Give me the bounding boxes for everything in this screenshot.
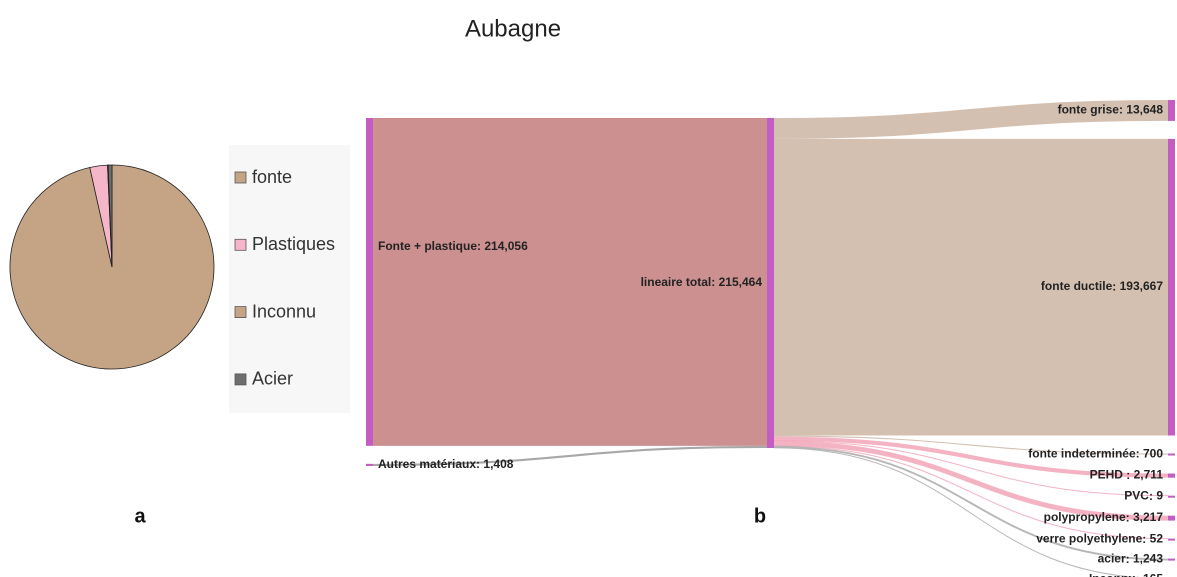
node-name: verre polyethylene (1036, 532, 1142, 546)
sankey-link (773, 99, 1169, 139)
node-name: fonte indeterminée (1028, 447, 1136, 461)
legend-swatch (234, 306, 247, 319)
sankey-link (773, 445, 1169, 561)
legend-swatch (234, 238, 247, 251)
sankey-node (366, 463, 373, 466)
node-name: fonte ductile (1041, 279, 1113, 293)
sankey-link (773, 445, 1169, 540)
sankey-link (773, 435, 1169, 455)
node-name: acier (1098, 552, 1126, 566)
legend-label: fonte (252, 167, 292, 187)
node-label: acier: 1,243 (1098, 552, 1164, 566)
sankey-link (773, 436, 1169, 478)
node-name: Autres matériaux (378, 457, 476, 471)
sankey-node (366, 118, 373, 446)
node-name: Fonte + plastique (378, 239, 477, 253)
node-name: polypropylene (1044, 510, 1126, 524)
chart-title: Aubagne (465, 15, 561, 42)
node-value: 13,648 (1126, 103, 1163, 117)
node-value: 3,217 (1133, 510, 1163, 524)
legend-label: Plastiques (252, 234, 335, 254)
node-value: 52 (1150, 532, 1164, 546)
node-name: lineaire total (641, 275, 712, 289)
annotation: b (754, 505, 766, 527)
node-label: fonte indeterminée: 700 (1028, 447, 1163, 461)
node-name: Inconnu (1089, 572, 1136, 577)
node-value: 165 (1143, 572, 1163, 577)
node-value: 1,408 (483, 457, 513, 471)
node-label: fonte ductile: 193,667 (1041, 279, 1163, 293)
annotation: a (134, 505, 146, 527)
legend-box (229, 145, 350, 413)
node-value: 9 (1156, 489, 1163, 503)
node-value: 214,056 (484, 239, 528, 253)
sankey-link (773, 447, 1138, 577)
pie-slice (107, 164, 113, 268)
node-value: 700 (1143, 447, 1163, 461)
sankey-link (773, 440, 1169, 521)
node-label: polypropylene: 3,217 (1044, 510, 1164, 524)
node-value: 193,667 (1120, 279, 1164, 293)
node-label: Autres matériaux: 1,408 (378, 457, 514, 471)
node-label: PVC: 9 (1124, 489, 1163, 503)
legend-swatch (234, 373, 247, 386)
sankey-link (372, 445, 768, 467)
sankey-link (773, 440, 1169, 497)
node-name: fonte grise (1058, 103, 1120, 117)
node-label: fonte grise: 13,648 (1058, 103, 1164, 117)
node-value: 1,243 (1133, 552, 1163, 566)
node-label: Inconnu: 165 (1089, 572, 1163, 577)
node-value: 2,711 (1134, 468, 1164, 482)
legend-swatch (234, 171, 247, 184)
node-label: PEHD : 2,711 (1090, 468, 1164, 482)
legend-label: Acier (252, 369, 293, 389)
node-value: 215,464 (719, 275, 763, 289)
node-label: Fonte + plastique: 214,056 (378, 239, 528, 253)
node-name: PEHD (1090, 468, 1127, 482)
node-label: lineaire total: 215,464 (641, 275, 763, 289)
node-label: verre polyethylene: 52 (1036, 532, 1163, 546)
legend-label: Inconnu (252, 301, 316, 321)
node-name: PVC (1124, 489, 1149, 503)
